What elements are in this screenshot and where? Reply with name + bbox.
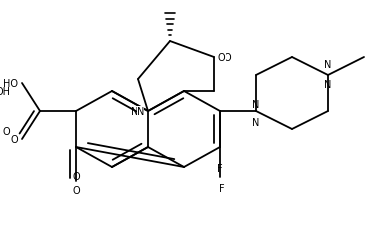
- Text: N: N: [131, 106, 138, 116]
- Text: HO: HO: [3, 79, 18, 89]
- Text: N: N: [252, 100, 260, 109]
- Text: O: O: [218, 53, 226, 63]
- Text: O: O: [2, 126, 10, 137]
- Text: OH: OH: [0, 87, 10, 97]
- Text: F: F: [217, 163, 223, 173]
- Text: N: N: [137, 106, 144, 116]
- Text: O: O: [10, 134, 18, 144]
- Text: O: O: [72, 185, 80, 195]
- Text: N: N: [324, 60, 332, 70]
- Text: O: O: [72, 171, 80, 181]
- Text: O: O: [224, 53, 231, 63]
- Text: N: N: [252, 118, 260, 128]
- Text: F: F: [219, 183, 225, 193]
- Text: N: N: [324, 80, 332, 90]
